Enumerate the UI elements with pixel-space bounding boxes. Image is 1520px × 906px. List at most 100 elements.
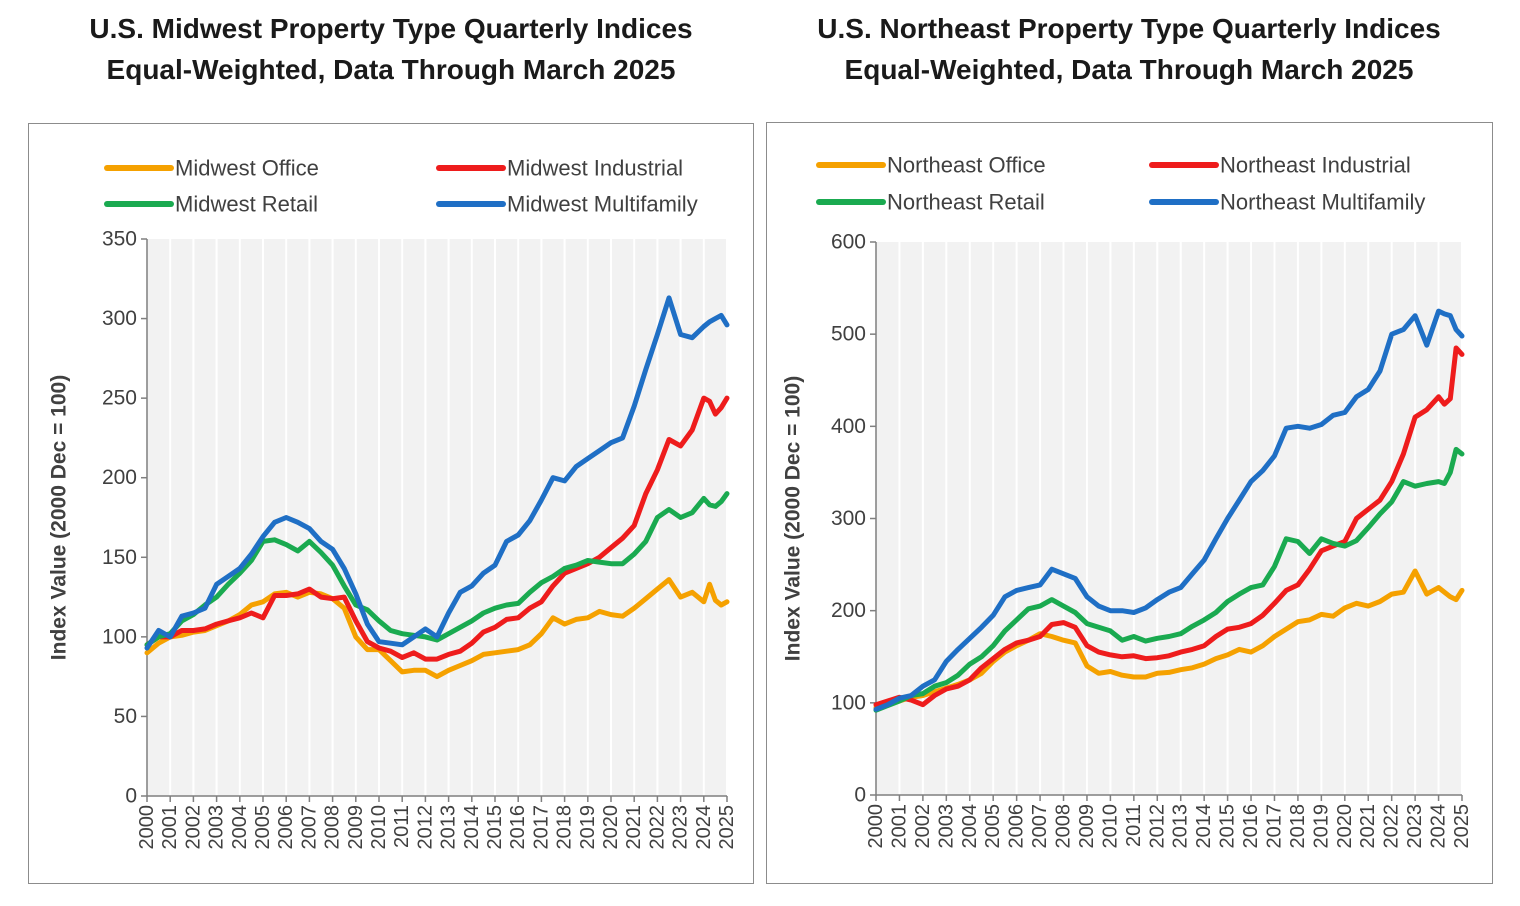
midwest-y-axis-title: Index Value (2000 Dec = 100) <box>48 375 71 660</box>
northeast-y-axis: 0 100 200 300 400 500 600 <box>831 231 876 807</box>
midwest-x-tick-label: 2003 <box>206 805 228 850</box>
midwest-y-tick-label: 200 <box>102 466 137 489</box>
midwest-title-line2: Equal-Weighted, Data Through March 2025 <box>106 54 676 85</box>
northeast-plot-area <box>876 242 1462 795</box>
northeast-y-tick-label: 300 <box>831 507 866 530</box>
legend-item-northeast-retail: Northeast Retail <box>816 190 1045 215</box>
legend-item-northeast-office: Northeast Office <box>816 153 1046 178</box>
midwest-gridlines <box>169 239 728 796</box>
series-line-northeast-multifamily <box>873 308 1465 712</box>
midwest-x-tick-label: 2004 <box>229 805 251 850</box>
series-line-midwest-multifamily <box>144 295 730 651</box>
legend-item-midwest-office: Midwest Office <box>104 156 319 181</box>
northeast-x-tick-label: 2023 <box>1404 804 1426 849</box>
midwest-x-tick-label: 2001 <box>159 805 181 850</box>
northeast-y-tick-label: 0 <box>854 784 866 807</box>
midwest-y-tick-label: 250 <box>102 387 137 410</box>
northeast-x-tick-label: 2001 <box>888 804 910 849</box>
northeast-legend: Northeast Office Northeast Industrial Nort… <box>816 153 1425 215</box>
midwest-x-tick-label: 2024 <box>693 805 715 850</box>
northeast-title-line2: Equal-Weighted, Data Through March 2025 <box>844 54 1414 85</box>
northeast-x-tick-label: 2003 <box>935 804 957 849</box>
northeast-x-tick-label: 2019 <box>1310 804 1332 849</box>
northeast-x-tick-label: 2016 <box>1240 804 1262 849</box>
midwest-x-tick-label: 2006 <box>275 805 297 850</box>
midwest-x-tick-label: 2020 <box>600 805 622 850</box>
series-line-northeast-retail <box>873 446 1465 713</box>
legend-label: Midwest Office <box>175 156 319 181</box>
legend-item-midwest-multifamily: Midwest Multifamily <box>436 192 698 217</box>
northeast-x-tick-label: 2007 <box>1029 804 1051 849</box>
midwest-x-tick-label: 2015 <box>484 805 506 850</box>
northeast-x-tick-label: 2002 <box>912 804 934 849</box>
legend-item-northeast-multifamily: Northeast Multifamily <box>1149 190 1425 215</box>
midwest-title-line1: U.S. Midwest Property Type Quarterly Ind… <box>89 13 693 44</box>
legend-item-midwest-industrial: Midwest Industrial <box>436 156 683 181</box>
midwest-y-tick-label: 350 <box>102 228 137 251</box>
legend-label: Northeast Retail <box>887 190 1045 215</box>
northeast-chart-panel: 2000 2001 2002 2003 2004 2005 2006 2007 2008 2009… <box>766 122 1493 884</box>
northeast-x-tick-label: 2012 <box>1146 804 1168 849</box>
northeast-x-tick-label: 2006 <box>1006 804 1028 849</box>
legend-label: Midwest Retail <box>175 192 318 217</box>
northeast-x-tick-label: 2014 <box>1193 804 1215 849</box>
midwest-x-tick-label: 2019 <box>577 805 599 850</box>
northeast-x-tick-label: 2018 <box>1287 804 1309 849</box>
midwest-x-tick-label: 2002 <box>182 805 204 850</box>
midwest-x-tick-label: 2010 <box>368 805 390 850</box>
northeast-chart: 2000 2001 2002 2003 2004 2005 2006 2007 2008 2009… <box>782 153 1474 849</box>
midwest-y-tick-label: 0 <box>125 785 137 808</box>
northeast-x-tick-label: 2017 <box>1263 804 1285 849</box>
northeast-y-tick-label: 500 <box>831 323 866 346</box>
legend-label: Northeast Industrial <box>1220 153 1411 178</box>
midwest-y-tick-label: 300 <box>102 307 137 330</box>
legend-item-midwest-retail: Midwest Retail <box>104 192 318 217</box>
northeast-x-tick-label: 2000 <box>865 804 887 849</box>
legend-label: Northeast Office <box>887 153 1046 178</box>
midwest-x-tick-label: 2008 <box>322 805 344 850</box>
midwest-legend: Midwest Office Midwest Industrial Midwest … <box>104 156 698 217</box>
northeast-x-tick-label: 2010 <box>1099 804 1121 849</box>
series-line-midwest-office <box>144 577 730 680</box>
northeast-x-tick-label: 2024 <box>1428 804 1450 849</box>
northeast-x-tick-label: 2005 <box>982 804 1004 849</box>
midwest-y-axis: 0 50 100 150 200 250 300 350 <box>102 228 147 808</box>
northeast-x-tick-label: 2022 <box>1381 804 1403 849</box>
legend-label: Midwest Industrial <box>507 156 683 181</box>
northeast-title-line1: U.S. Northeast Property Type Quarterly I… <box>817 13 1441 44</box>
series-line-northeast-industrial <box>873 345 1465 708</box>
northeast-chart-title: U.S. Northeast Property Type Quarterly I… <box>766 8 1492 90</box>
northeast-y-axis-title: Index Value (2000 Dec = 100) <box>782 376 805 661</box>
midwest-y-tick-label: 100 <box>102 625 137 648</box>
legend-label: Midwest Multifamily <box>507 192 698 217</box>
midwest-x-axis: 2000 2001 2002 2003 2004 2005 2006 2007 2008 2009… <box>136 796 738 850</box>
series-line-midwest-retail <box>144 491 730 648</box>
northeast-y-tick-label: 100 <box>831 691 866 714</box>
midwest-x-tick-label: 2012 <box>414 805 436 850</box>
midwest-chart-panel: 2000 2001 2002 2003 2004 2005 2006 2007 2008 2009… <box>28 123 754 884</box>
northeast-x-tick-label: 2025 <box>1451 804 1473 849</box>
northeast-x-tick-label: 2004 <box>959 804 981 849</box>
northeast-x-tick-label: 2020 <box>1334 804 1356 849</box>
northeast-x-axis: 2000 2001 2002 2003 2004 2005 2006 2007 2008 2009… <box>865 795 1473 849</box>
northeast-gridlines <box>898 242 1463 795</box>
midwest-x-tick-label: 2009 <box>345 805 367 850</box>
midwest-x-tick-label: 2007 <box>298 805 320 850</box>
series-line-midwest-industrial <box>144 395 730 662</box>
midwest-x-tick-label: 2025 <box>716 805 738 850</box>
midwest-x-tick-label: 2005 <box>252 805 274 850</box>
midwest-x-tick-label: 2000 <box>136 805 158 850</box>
midwest-plot-area <box>147 239 727 796</box>
northeast-y-tick-label: 400 <box>831 415 866 438</box>
midwest-x-tick-label: 2017 <box>530 805 552 850</box>
midwest-x-tick-label: 2013 <box>438 805 460 850</box>
legend-item-northeast-industrial: Northeast Industrial <box>1149 153 1411 178</box>
midwest-x-tick-label: 2011 <box>391 805 413 848</box>
northeast-x-tick-label: 2013 <box>1170 804 1192 849</box>
midwest-x-tick-label: 2016 <box>507 805 529 850</box>
midwest-y-tick-label: 50 <box>114 705 137 728</box>
northeast-y-tick-label: 600 <box>831 231 866 254</box>
midwest-chart: 2000 2001 2002 2003 2004 2005 2006 2007 2008 2009… <box>48 156 739 850</box>
midwest-x-tick-label: 2022 <box>646 805 668 850</box>
northeast-x-tick-label: 2011 <box>1123 804 1145 847</box>
